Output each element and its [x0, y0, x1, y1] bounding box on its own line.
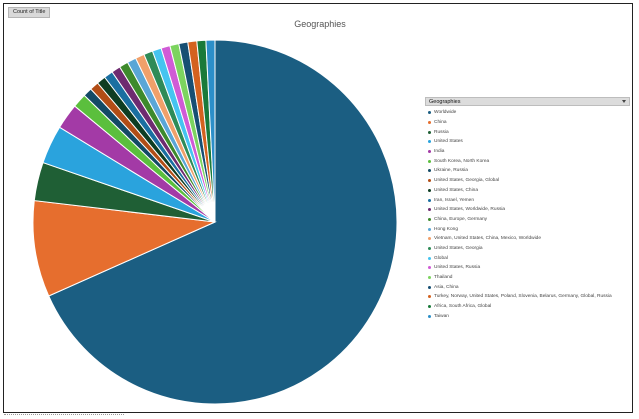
legend-swatch	[428, 179, 431, 183]
legend-item[interactable]: Worldwide	[428, 108, 633, 118]
legend-swatch	[428, 208, 431, 212]
legend-swatch	[428, 130, 431, 134]
legend-swatch	[428, 111, 431, 115]
bottom-divider	[4, 414, 124, 417]
legend-item[interactable]: Thailand	[428, 273, 633, 283]
legend-swatch	[428, 305, 431, 309]
legend-item[interactable]: Vietnam, United States, China, Mexico, W…	[428, 234, 633, 244]
legend-item[interactable]: China	[428, 118, 633, 128]
legend-item[interactable]: Turkey, Norway, United States, Poland, S…	[428, 292, 633, 302]
legend-label: Turkey, Norway, United States, Poland, S…	[434, 294, 612, 300]
legend-item[interactable]: Asia, China	[428, 282, 633, 292]
legend-item[interactable]: Russia	[428, 127, 633, 137]
chart-title: Geographies	[294, 19, 346, 29]
value-field-chip[interactable]: Count of Title	[8, 7, 51, 18]
legend-item[interactable]: United States, Georgia, Global	[428, 176, 633, 186]
legend-swatch	[428, 188, 431, 192]
legend-swatch	[428, 285, 431, 289]
legend-item[interactable]: Hong Kong	[428, 224, 633, 234]
legend-swatch	[428, 295, 431, 299]
legend-label: United States, Worldwide, Russia	[434, 207, 506, 213]
legend-swatch	[428, 169, 431, 173]
legend-swatch	[428, 276, 431, 280]
legend-header-label: Geographies	[429, 99, 461, 105]
legend-item[interactable]: Taiwan	[428, 311, 633, 321]
legend-item[interactable]: China, Europe, Germany	[428, 215, 633, 225]
legend-item[interactable]: United States, Worldwide, Russia	[428, 205, 633, 215]
legend-item[interactable]: United States, China	[428, 186, 633, 196]
legend-swatch	[428, 159, 431, 163]
legend-label: United States, Russia	[434, 265, 481, 271]
legend-item[interactable]: United States, Russia	[428, 263, 633, 273]
legend-swatch	[428, 314, 431, 318]
legend-swatch	[428, 140, 431, 144]
legend-item[interactable]: Iran, Israel, Yemen	[428, 195, 633, 205]
legend-label: Iran, Israel, Yemen	[434, 197, 474, 203]
legend-label: Africa, South Africa, Global	[434, 304, 492, 310]
legend-label: Asia, China	[434, 284, 459, 290]
legend-label: Taiwan	[434, 313, 449, 319]
legend-label: Worldwide	[434, 110, 457, 116]
legend-label: Ukraine, Russia	[434, 168, 468, 174]
legend-label: China, Europe, Germany	[434, 216, 488, 222]
legend-label: Vietnam, United States, China, Mexico, W…	[434, 236, 542, 242]
legend-item[interactable]: India	[428, 147, 633, 157]
legend-swatch	[428, 256, 431, 260]
legend-swatch	[428, 217, 431, 221]
legend-filter-dropdown[interactable]: Geographies	[425, 97, 630, 106]
legend-item[interactable]: South Korea, North Korea	[428, 156, 633, 166]
legend-label: United States	[434, 139, 463, 145]
pie-slice-1[interactable]	[32, 200, 217, 297]
pie-slice-21[interactable]	[205, 39, 216, 223]
legend-swatch	[428, 237, 431, 241]
legend-label: United States, Georgia, Global	[434, 178, 500, 184]
legend-label: South Korea, North Korea	[434, 158, 490, 164]
legend-swatch	[428, 246, 431, 250]
legend-swatch	[428, 266, 431, 270]
chevron-down-icon[interactable]	[622, 100, 626, 103]
legend-label: United States, Georgia	[434, 245, 483, 251]
pie-slice-0[interactable]	[48, 39, 398, 405]
chart-legend: Worldwide China Russia United States India So…	[428, 108, 633, 321]
legend-item[interactable]: Africa, South Africa, Global	[428, 302, 633, 312]
legend-label: Thailand	[434, 275, 453, 281]
legend-swatch	[428, 227, 431, 231]
legend-item[interactable]: United States, Georgia	[428, 244, 633, 254]
legend-label: Russia	[434, 129, 449, 135]
legend-label: Hong Kong	[434, 226, 459, 232]
legend-label: India	[434, 149, 445, 155]
legend-swatch	[428, 198, 431, 202]
legend-swatch	[428, 121, 431, 125]
legend-item[interactable]: Global	[428, 253, 633, 263]
legend-label: United States, China	[434, 187, 478, 193]
legend-label: China	[434, 120, 447, 126]
legend-item[interactable]: Ukraine, Russia	[428, 166, 633, 176]
legend-label: Global	[434, 255, 448, 261]
legend-item[interactable]: United States	[428, 137, 633, 147]
legend-swatch	[428, 150, 431, 154]
